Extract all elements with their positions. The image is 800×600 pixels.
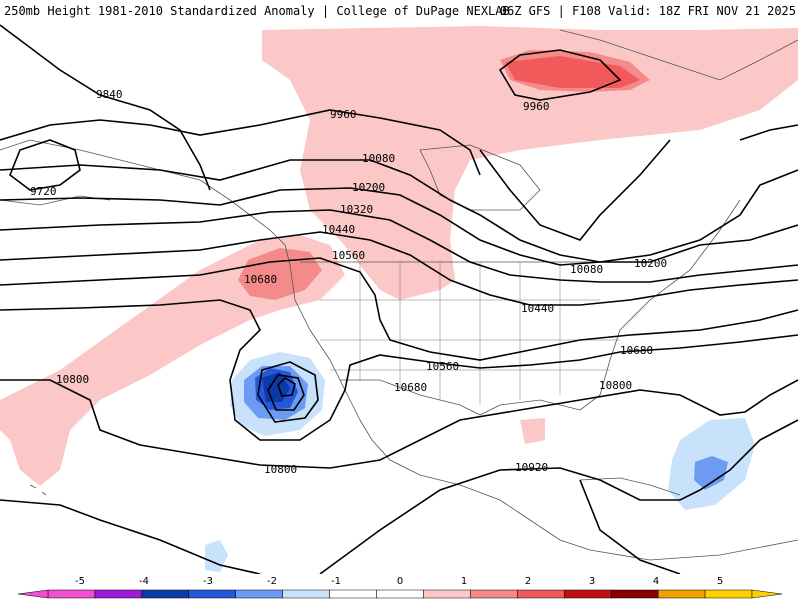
colorbar-swatch [188, 589, 236, 599]
label-10440-east: 10440 [521, 302, 554, 315]
colorbar-swatch [517, 589, 565, 599]
geographic-borders [0, 29, 799, 561]
negative-anomaly-atlantic-core [694, 456, 728, 490]
contour-10920-c [579, 479, 681, 574]
colorbar: -5 -4 -3 -2 -1 0 1 2 3 4 5 [17, 576, 783, 599]
colorbar-swatch [470, 589, 518, 599]
us-mexico-border [340, 379, 481, 416]
contour-9840 [0, 24, 211, 191]
colorbar-tick: 0 [397, 576, 403, 587]
anomaly-shading [0, 26, 798, 572]
header: 250mb Height 1981-2010 Standardized Anom… [0, 0, 800, 22]
label-10200-west: 10200 [352, 181, 385, 194]
label-10800-east: 10800 [599, 379, 632, 392]
colorbar-tick: -2 [267, 576, 277, 587]
colorbar-swatch [282, 589, 330, 599]
label-10080-east: 10080 [570, 263, 603, 276]
label-9840: 9840 [96, 88, 123, 101]
caribbean-islands [579, 477, 681, 496]
colorbar-tick: 3 [589, 576, 595, 587]
positive-anomaly-dark-2 [505, 56, 640, 88]
colorbar-swatch [610, 589, 659, 599]
colorbar-tick: 5 [717, 576, 723, 587]
contour-10080-b [479, 139, 671, 241]
positive-anomaly-gulf [520, 418, 545, 444]
baja-coast [339, 379, 461, 486]
colorbar-swatch [329, 589, 377, 599]
label-9960-east: 9960 [523, 100, 550, 113]
state-lines [320, 262, 620, 405]
label-10200-east: 10200 [634, 257, 667, 270]
colorbar-swatch [423, 589, 471, 599]
colorbar-tick: 4 [653, 576, 659, 587]
hudson-bay [419, 144, 541, 211]
closed-low-mid [267, 374, 305, 411]
colorbar-tick: -4 [139, 576, 149, 587]
contour-10320 [0, 209, 799, 283]
contour-9960-b [498, 49, 622, 101]
label-10920: 10920 [515, 461, 548, 474]
alaska-coast [0, 139, 251, 216]
label-10800-south: 10800 [264, 463, 297, 476]
contour-10680-a [0, 299, 799, 441]
label-10440-west: 10440 [322, 223, 355, 236]
colorbar-tick: 2 [525, 576, 531, 587]
greenland-coast [559, 29, 799, 81]
colorbar-swatches [17, 589, 783, 599]
colorbar-arrow-left [17, 589, 49, 599]
positive-anomaly-canada [262, 26, 798, 300]
colorbar-tick: -1 [331, 576, 341, 587]
colorbar-swatch [235, 589, 283, 599]
colorbar-swatch [564, 589, 612, 599]
colorbar-swatch [376, 589, 424, 599]
contour-10440 [0, 231, 799, 306]
contour-10560 [0, 257, 799, 361]
contour-10080-a [0, 159, 799, 263]
contour-10200-a [0, 187, 799, 266]
contour-10800-a [0, 379, 799, 469]
map-canvas: 9840 9720 9960 9960 10080 10080 10200 10… [0, 24, 799, 574]
colorbar-swatch [47, 589, 96, 599]
contour-9960-a [0, 109, 481, 176]
pacific-northwest-coast [249, 214, 341, 381]
label-10680-center: 10680 [394, 381, 427, 394]
label-10680-east: 10680 [620, 344, 653, 357]
colorbar-swatch [94, 589, 143, 599]
contour-10920 [0, 499, 261, 574]
contour-9720 [9, 139, 81, 191]
positive-anomaly-westcoast [238, 248, 322, 300]
positive-anomaly-pacific [0, 235, 345, 486]
label-10680-west: 10680 [244, 273, 277, 286]
south-america-coast [589, 539, 799, 561]
map-title: 250mb Height 1981-2010 Standardized Anom… [4, 4, 510, 18]
colorbar-tick: 1 [461, 576, 467, 587]
colorbar-swatch [141, 589, 190, 599]
label-10080-west: 10080 [362, 152, 395, 165]
colorbar-tick: -5 [75, 576, 85, 587]
colorbar-arrow-right [751, 589, 783, 599]
negative-anomaly-pacific-small [205, 540, 228, 572]
label-10800-west: 10800 [56, 373, 89, 386]
east-coast [599, 199, 741, 396]
hawaii [29, 484, 47, 496]
label-10320: 10320 [340, 203, 373, 216]
label-9720: 9720 [30, 185, 57, 198]
colorbar-swatch [704, 589, 753, 599]
colorbar-ticks: -5 -4 -3 -2 -1 0 1 2 3 4 5 [75, 576, 723, 587]
contour-10920-b [319, 419, 799, 574]
colorbar-tick: -3 [203, 576, 213, 587]
closed-low-inner [277, 376, 296, 397]
model-valid-time: 06Z GFS | F108 Valid: 18Z FRI NOV 21 202… [499, 4, 796, 18]
label-10560-west: 10560 [332, 249, 365, 262]
gulf-coast [479, 394, 601, 416]
contour-10200-b [739, 124, 799, 141]
central-america [459, 484, 591, 551]
colorbar-swatch [657, 589, 706, 599]
label-10560-east: 10560 [426, 360, 459, 373]
closed-low-outer [257, 361, 319, 423]
label-9960-west: 9960 [330, 108, 357, 121]
height-contours [0, 24, 799, 574]
contour-labels: 9840 9720 9960 9960 10080 10080 10200 10… [30, 88, 667, 476]
